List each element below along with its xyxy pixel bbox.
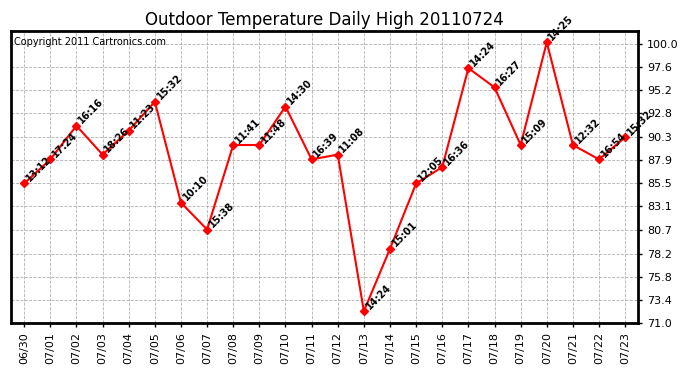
Text: 15:32: 15:32	[155, 73, 184, 102]
Text: 16:36: 16:36	[442, 138, 471, 167]
Text: 16:39: 16:39	[312, 130, 341, 159]
Text: 13:12: 13:12	[24, 154, 53, 183]
Text: 14:24: 14:24	[364, 282, 393, 311]
Text: 11:41: 11:41	[233, 116, 262, 145]
Text: 12:32: 12:32	[573, 116, 602, 145]
Text: 16:27: 16:27	[495, 58, 524, 87]
Text: 10:10: 10:10	[181, 174, 210, 202]
Title: Outdoor Temperature Daily High 20110724: Outdoor Temperature Daily High 20110724	[146, 11, 504, 29]
Text: 18:26: 18:26	[103, 126, 132, 154]
Text: Copyright 2011 Cartronics.com: Copyright 2011 Cartronics.com	[14, 36, 166, 46]
Text: 15:32: 15:32	[625, 108, 654, 137]
Text: 11:48: 11:48	[259, 116, 288, 145]
Text: 11:23: 11:23	[129, 102, 158, 130]
Text: 17:24: 17:24	[50, 130, 79, 159]
Text: 11:08: 11:08	[337, 126, 367, 154]
Text: 12:05: 12:05	[416, 154, 445, 183]
Text: 15:38: 15:38	[207, 201, 236, 230]
Text: 14:24: 14:24	[469, 39, 497, 68]
Text: 15:01: 15:01	[390, 220, 419, 249]
Text: 14:30: 14:30	[286, 78, 315, 106]
Text: 15:09: 15:09	[521, 116, 550, 145]
Text: 14:25: 14:25	[546, 13, 575, 42]
Text: 16:54: 16:54	[599, 130, 628, 159]
Text: 16:16: 16:16	[77, 97, 106, 126]
